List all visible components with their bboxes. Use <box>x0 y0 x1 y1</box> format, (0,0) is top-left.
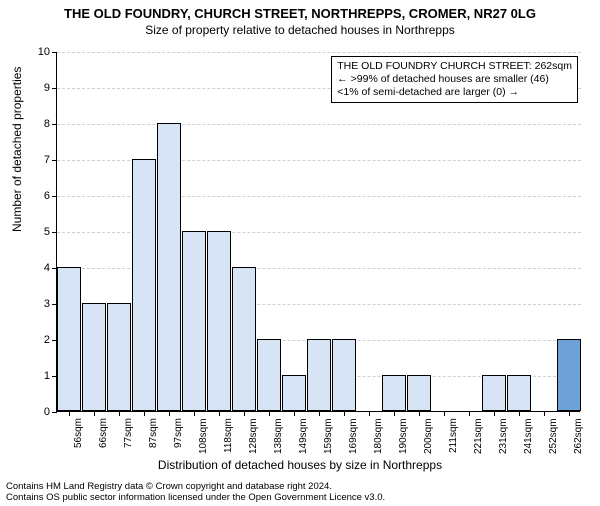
bar <box>307 339 331 411</box>
bar <box>157 123 181 411</box>
xtick-mark <box>169 411 170 416</box>
xtick-label: 190sqm <box>398 418 409 454</box>
xtick-label: 149sqm <box>298 418 309 454</box>
ytick-mark <box>52 88 57 89</box>
xtick-mark <box>244 411 245 416</box>
xtick-label: 159sqm <box>323 418 334 454</box>
bar <box>282 375 306 411</box>
chart-title: THE OLD FOUNDRY, CHURCH STREET, NORTHREP… <box>0 6 600 21</box>
xtick-mark <box>94 411 95 416</box>
ytick-label: 8 <box>26 118 50 130</box>
ytick-mark <box>52 52 57 53</box>
bar <box>257 339 281 411</box>
bar <box>182 231 206 411</box>
bar <box>57 267 81 411</box>
bar <box>107 303 131 411</box>
ytick-label: 10 <box>26 46 50 58</box>
ytick-label: 5 <box>26 226 50 238</box>
xtick-label: 262sqm <box>573 418 584 454</box>
xtick-label: 169sqm <box>348 418 359 454</box>
xtick-label: 87sqm <box>148 418 159 448</box>
legend-line-1: THE OLD FOUNDRY CHURCH STREET: 262sqm <box>337 60 572 73</box>
xtick-mark <box>294 411 295 416</box>
legend-box: THE OLD FOUNDRY CHURCH STREET: 262sqm ← … <box>331 56 578 103</box>
bar-highlight <box>557 339 581 411</box>
xtick-mark <box>419 411 420 416</box>
bar <box>332 339 356 411</box>
ytick-label: 9 <box>26 82 50 94</box>
ytick-mark <box>52 268 57 269</box>
xtick-label: 128sqm <box>248 418 259 454</box>
xtick-mark <box>219 411 220 416</box>
y-axis-label: Number of detached properties <box>10 67 24 232</box>
xtick-label: 200sqm <box>423 418 434 454</box>
bar <box>132 159 156 411</box>
ytick-mark <box>52 232 57 233</box>
xtick-mark <box>469 411 470 416</box>
legend-line-2: ← >99% of detached houses are smaller (4… <box>337 73 572 86</box>
ytick-label: 0 <box>26 406 50 418</box>
bar <box>207 231 231 411</box>
xtick-mark <box>119 411 120 416</box>
xtick-label: 241sqm <box>523 418 534 454</box>
ytick-mark <box>52 160 57 161</box>
ytick-label: 2 <box>26 334 50 346</box>
bar <box>482 375 506 411</box>
xtick-label: 97sqm <box>173 418 184 448</box>
xtick-mark <box>69 411 70 416</box>
bar <box>82 303 106 411</box>
xtick-mark <box>319 411 320 416</box>
ytick-label: 4 <box>26 262 50 274</box>
ytick-label: 3 <box>26 298 50 310</box>
x-axis-label: Distribution of detached houses by size … <box>0 458 600 472</box>
chart-area: 01234567891056sqm66sqm77sqm87sqm97sqm108… <box>56 52 580 412</box>
xtick-mark <box>344 411 345 416</box>
ytick-mark <box>52 196 57 197</box>
xtick-label: 138sqm <box>273 418 284 454</box>
legend-line-3: <1% of semi-detached are larger (0) → <box>337 86 572 99</box>
xtick-label: 221sqm <box>473 418 484 454</box>
xtick-label: 118sqm <box>223 418 234 453</box>
xtick-label: 108sqm <box>198 418 209 454</box>
xtick-label: 252sqm <box>548 418 559 454</box>
plot-area: 01234567891056sqm66sqm77sqm87sqm97sqm108… <box>56 52 580 412</box>
ytick-mark <box>52 376 57 377</box>
xtick-mark <box>269 411 270 416</box>
xtick-label: 231sqm <box>498 418 509 454</box>
attribution: Contains HM Land Registry data © Crown c… <box>6 482 385 504</box>
bar <box>382 375 406 411</box>
xtick-label: 77sqm <box>123 418 134 448</box>
ytick-mark <box>52 124 57 125</box>
attribution-line-2: Contains OS public sector information li… <box>6 493 385 504</box>
chart-subtitle: Size of property relative to detached ho… <box>0 23 600 37</box>
ytick-mark <box>52 340 57 341</box>
xtick-label: 180sqm <box>373 418 384 454</box>
bar <box>232 267 256 411</box>
xtick-mark <box>444 411 445 416</box>
ytick-mark <box>52 304 57 305</box>
gridline <box>57 124 581 125</box>
xtick-mark <box>394 411 395 416</box>
xtick-mark <box>144 411 145 416</box>
bar <box>507 375 531 411</box>
xtick-mark <box>544 411 545 416</box>
xtick-mark <box>569 411 570 416</box>
xtick-label: 211sqm <box>448 418 459 453</box>
xtick-mark <box>369 411 370 416</box>
xtick-mark <box>519 411 520 416</box>
ytick-label: 6 <box>26 190 50 202</box>
gridline <box>57 52 581 53</box>
ytick-label: 1 <box>26 370 50 382</box>
xtick-mark <box>494 411 495 416</box>
bar <box>407 375 431 411</box>
ytick-label: 7 <box>26 154 50 166</box>
xtick-label: 56sqm <box>73 418 84 448</box>
xtick-label: 66sqm <box>98 418 109 448</box>
ytick-mark <box>52 412 57 413</box>
xtick-mark <box>194 411 195 416</box>
